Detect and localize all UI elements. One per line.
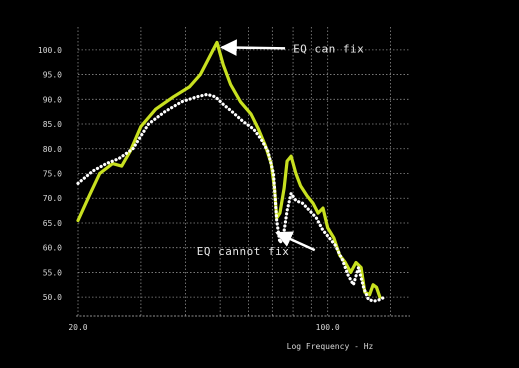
x-tick-label: 20.0	[68, 323, 87, 332]
annotation-arrow	[275, 231, 316, 252]
y-tick-label: 75.0	[43, 170, 62, 179]
y-tick-label: 80.0	[43, 145, 62, 154]
series-line-dotted	[76, 92, 386, 303]
y-tick-label: 85.0	[43, 120, 62, 129]
x-tick-label: 100.0	[316, 323, 340, 332]
annotations: EQ can fix EQ cannot fix	[197, 39, 364, 258]
y-tick-label: 55.0	[43, 268, 62, 277]
y-axis-ticks: 50.0 55.0 60.0 65.0 70.0 75.0 80.0 85.0 90.0 95.0…	[38, 46, 62, 302]
grid	[76, 27, 410, 317]
x-axis-ticks: 20.0 100.0	[68, 323, 340, 332]
y-tick-label: 95.0	[43, 71, 62, 80]
annotation-label: EQ can fix	[293, 42, 364, 55]
y-tick-label: 70.0	[43, 194, 62, 203]
y-tick-label: 60.0	[43, 244, 62, 253]
annotation-arrow	[220, 39, 286, 56]
y-tick-label: 90.0	[43, 95, 62, 104]
annotation-label: EQ cannot fix	[197, 245, 290, 258]
series-line-solid	[76, 40, 382, 299]
series-layer	[76, 40, 386, 303]
y-tick-label: 50.0	[43, 293, 62, 302]
y-tick-label: 65.0	[43, 219, 62, 228]
x-axis-label: Log Frequency - Hz	[287, 342, 374, 351]
y-tick-label: 100.0	[38, 46, 62, 55]
